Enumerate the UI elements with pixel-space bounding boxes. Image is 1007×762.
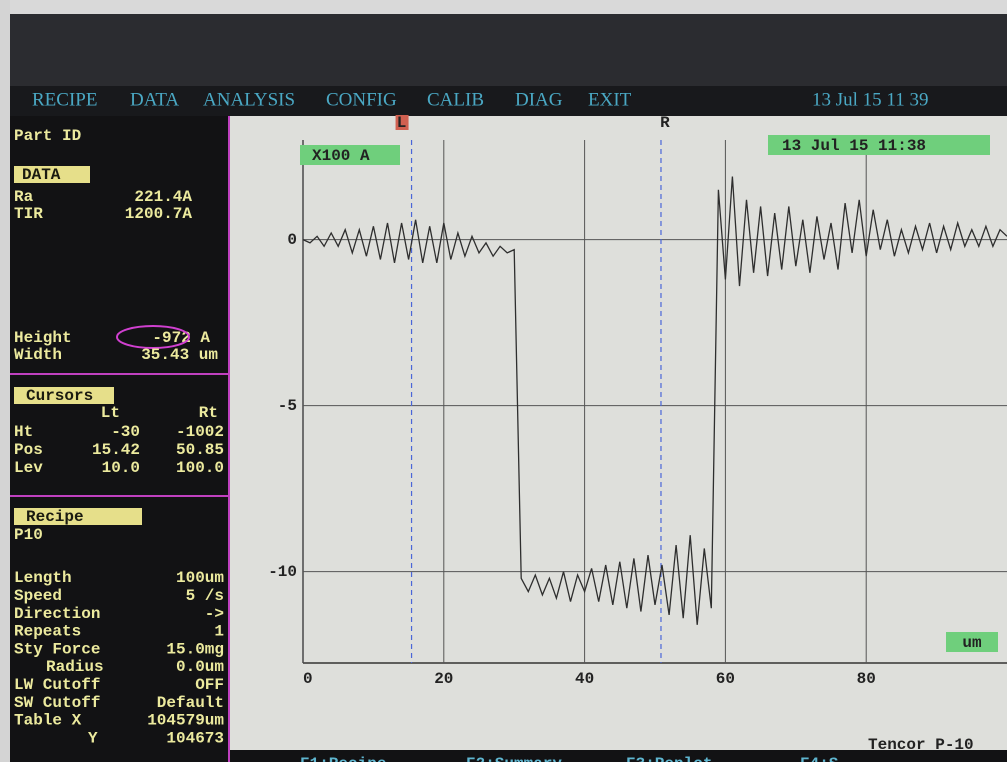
label: Height [14, 329, 72, 347]
bezel-top [0, 0, 1007, 14]
y-tick-label: -5 [278, 397, 297, 415]
menu-item[interactable]: ANALYSIS [203, 89, 295, 110]
label: Ht [14, 423, 33, 441]
menu-item[interactable]: RECIPE [32, 89, 97, 110]
value: 15.42 [92, 441, 140, 459]
label: Sty Force [14, 640, 100, 658]
label: Speed [14, 587, 62, 605]
value: 10.0 [102, 459, 140, 477]
value: 5 /s [186, 587, 224, 605]
part-id: Part ID [14, 127, 81, 145]
value: 104579um [147, 712, 224, 730]
col-label: Rt [199, 404, 218, 422]
menu-item[interactable]: EXIT [588, 89, 632, 110]
menu-datetime: 13 Jul 15 11 39 [812, 89, 928, 110]
label: Pos [14, 441, 43, 459]
screen: Part ID DATA Ra 221.4A TIR 1200.7A Heigh… [0, 0, 1007, 762]
label: Ra [14, 188, 34, 206]
label: LW Cutoff [14, 676, 100, 694]
value: 35.43 um [141, 346, 218, 364]
x-unit: um [962, 634, 982, 652]
y-tick-label: -10 [268, 563, 297, 581]
cursors-header: Cursors [26, 387, 93, 405]
label: Y [88, 729, 98, 747]
label: Repeats [14, 623, 81, 641]
value: 221.4A [134, 188, 192, 206]
x-tick-label: 60 [716, 670, 735, 688]
label: Lev [14, 459, 43, 477]
menu-item[interactable]: CALIB [427, 89, 484, 110]
bezel-left [0, 0, 10, 762]
plot-area [230, 116, 1007, 752]
label: Radius [46, 658, 104, 676]
value: 100um [176, 569, 224, 587]
value: 1 [214, 623, 224, 641]
x-tick-label: 0 [303, 670, 313, 688]
value: -30 [111, 423, 140, 441]
value: 1200.7A [125, 205, 193, 223]
y-tick-label: 0 [287, 231, 297, 249]
value: 104673 [166, 729, 224, 747]
label: TIR [14, 205, 43, 223]
x-tick-label: 80 [857, 670, 876, 688]
menu-item[interactable]: DIAG [515, 89, 563, 110]
value: 50.85 [176, 441, 224, 459]
value: OFF [195, 676, 224, 694]
value: -1002 [176, 423, 224, 441]
function-key[interactable]: F3:Replot [626, 755, 712, 762]
value: 100.0 [176, 459, 224, 477]
scale-label: X100 A [312, 147, 370, 165]
function-key[interactable]: F2:Summary [466, 755, 562, 762]
function-key[interactable]: F1:Recipe [300, 755, 386, 762]
x-tick-label: 40 [575, 670, 594, 688]
recipe-name: P10 [14, 526, 43, 544]
recipe-header: Recipe [26, 508, 84, 526]
menu-item[interactable]: CONFIG [326, 89, 397, 110]
x-tick-label: 20 [434, 670, 453, 688]
instrument: Tencor P-10 [868, 736, 974, 754]
value: 0.0um [176, 658, 224, 676]
value: 15.0mg [166, 640, 224, 658]
label: Width [14, 346, 62, 364]
menu-item[interactable]: DATA [130, 89, 179, 110]
label: SW Cutoff [14, 694, 100, 712]
value: -> [205, 605, 224, 623]
label: Direction [14, 605, 100, 623]
cursor-label: R [660, 114, 670, 132]
bezel [10, 14, 1007, 86]
label: Table X [14, 712, 82, 730]
cursor-label: L [397, 114, 407, 132]
timestamp: 13 Jul 15 11:38 [782, 137, 926, 155]
label: Length [14, 569, 72, 587]
function-key[interactable]: F4:S [800, 755, 839, 762]
col-label: Lt [101, 404, 120, 422]
value: Default [157, 694, 224, 712]
data-header: DATA [22, 166, 61, 184]
